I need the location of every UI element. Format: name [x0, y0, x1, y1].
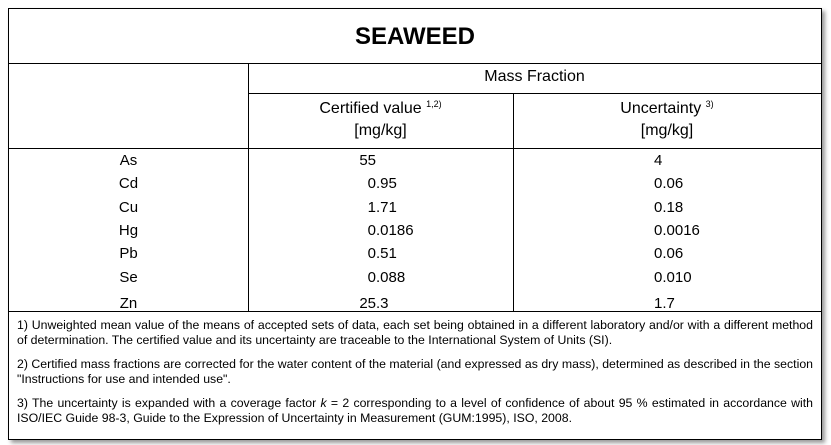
certified-value: 25.3 [359, 294, 389, 312]
uncertainty: 0.06 [654, 175, 684, 193]
footnote-text: = 2 corresponding to a level of confiden… [17, 396, 813, 425]
footnote: 2) Certified mass fractions are correcte… [9, 352, 821, 391]
footnote-text: 1) Unweighted mean value of the means of… [17, 318, 813, 347]
footnote-text: k [320, 396, 327, 410]
column-label: Uncertainty [620, 100, 702, 117]
column-unit: [mg/kg] [354, 122, 407, 139]
element: Zn [119, 294, 138, 312]
rule [513, 93, 514, 311]
footnote: 3) The uncertainty is expanded with a co… [9, 391, 821, 430]
element: Hg [118, 221, 139, 239]
column-label: Certified value [319, 100, 422, 117]
certified-value: 0.95 [367, 175, 397, 193]
footnote-text: 2) Certified mass fractions are correcte… [17, 357, 813, 386]
uncertainty: 0.010 [654, 268, 692, 286]
element: Cu [118, 198, 139, 216]
footnote: 1) Unweighted mean value of the means of… [9, 313, 821, 352]
column-header: Certified value 1,2) [248, 99, 513, 118]
certified-value: 0.088 [367, 268, 406, 286]
rule [9, 63, 821, 64]
certified-value: 0.0186 [367, 221, 414, 239]
element: Pb [119, 245, 138, 263]
rule [248, 63, 249, 311]
uncertainty: 0.0016 [654, 221, 700, 239]
rule [9, 148, 821, 149]
uncertainty: 0.18 [654, 198, 684, 216]
uncertainty: 4 [654, 152, 663, 169]
element: As [119, 152, 138, 169]
uncertainty: 0.06 [654, 245, 684, 263]
column-unit: [mg/kg] [640, 122, 694, 139]
group-header: Mass Fraction [484, 68, 585, 85]
footnote-text: 3) The uncertainty is expanded with a co… [17, 396, 321, 410]
title: SEAWEED [354, 23, 476, 50]
certified-value: 55 [359, 152, 376, 169]
element: Cd [118, 175, 139, 193]
element: Se [119, 268, 138, 286]
footnotes: 1) Unweighted mean value of the means of… [9, 313, 821, 430]
certified-value: 1.71 [367, 198, 397, 216]
column-header: Uncertainty 3) [513, 99, 821, 118]
certified-value: 0.51 [367, 245, 397, 263]
rule [9, 311, 821, 312]
rule [248, 93, 821, 94]
column-note: 1,2) [426, 99, 442, 109]
column-note: 3) [705, 99, 714, 109]
uncertainty: 1.7 [654, 294, 675, 312]
certificate-table: SEAWEED Mass Fraction Certified value 1,… [8, 8, 822, 440]
